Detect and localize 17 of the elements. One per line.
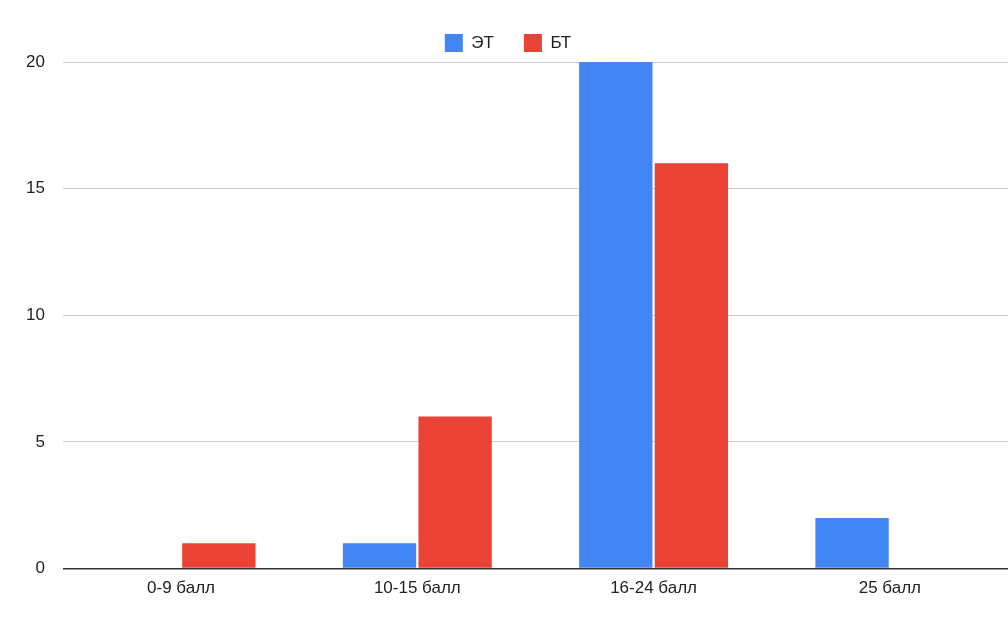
legend-label: ЭТ [471, 32, 494, 52]
bar [815, 517, 889, 568]
y-tick-label: 20 [25, 51, 45, 71]
x-tick-label: 0-9 балл [147, 578, 216, 598]
x-tick-label: 25 балл [858, 578, 921, 598]
bar [418, 416, 492, 568]
y-tick-label: 0 [35, 558, 45, 578]
bar [342, 543, 417, 568]
x-tick-label: 10-15 балл [373, 578, 461, 598]
y-tick-label: 10 [25, 304, 45, 324]
legend-label: БТ [550, 32, 572, 52]
bar [579, 62, 653, 568]
bar [654, 163, 729, 568]
bar [182, 543, 256, 568]
x-tick-label: 16-24 балл [610, 578, 698, 598]
y-tick-label: 15 [25, 178, 45, 198]
y-tick-label: 5 [35, 431, 45, 451]
